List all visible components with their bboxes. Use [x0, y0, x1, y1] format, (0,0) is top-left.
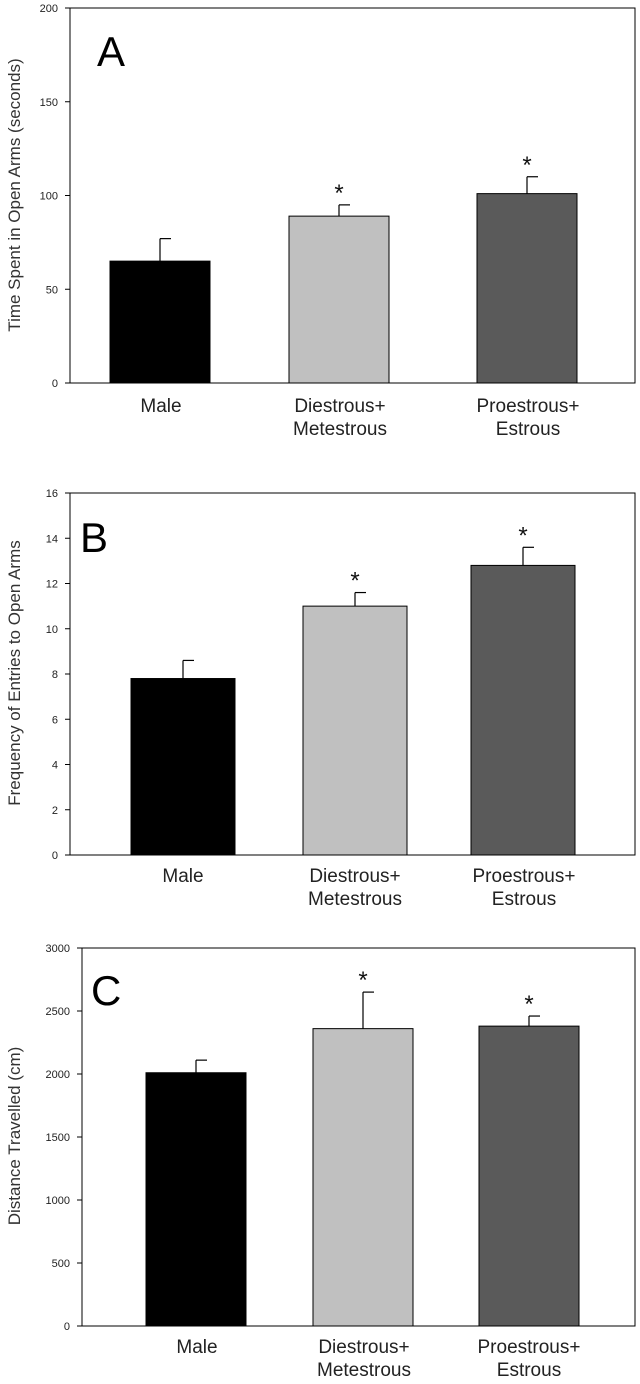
y-tick-label: 8	[52, 669, 58, 681]
panel-label: C	[91, 967, 121, 1014]
y-tick-label: 4	[52, 760, 58, 772]
significance-marker: *	[358, 967, 367, 994]
x-category-label: Metestrous	[293, 419, 387, 440]
y-tick-label: 2	[52, 805, 58, 817]
bar	[302, 605, 408, 856]
y-tick-label: 0	[64, 1321, 70, 1333]
bar	[109, 260, 211, 384]
chart-panel-c: 0 500 1000 1500 2000 2500 3000 Distance Travell…	[5, 943, 636, 1381]
y-axis-label: Distance Travelled (cm)	[5, 1047, 24, 1226]
x-category-label: Diestrous+	[309, 866, 400, 887]
y-tick-label: 2000	[46, 1069, 70, 1081]
bar	[478, 1025, 580, 1327]
x-category-label: Estrous	[496, 419, 560, 440]
x-category-label: Diestrous+	[294, 396, 385, 417]
y-tick-label: 6	[52, 714, 58, 726]
y-tick-label: 200	[40, 3, 58, 15]
bar	[288, 215, 390, 384]
y-tick-label: 1500	[46, 1132, 70, 1144]
y-tick-label: 0	[52, 378, 58, 390]
bar	[476, 193, 578, 384]
panel-label: A	[97, 28, 125, 75]
significance-marker: *	[524, 991, 533, 1018]
y-tick-label: 12	[46, 579, 58, 591]
bar	[470, 564, 576, 856]
y-tick-label: 1000	[46, 1195, 70, 1207]
bar	[312, 1028, 414, 1327]
y-tick-label: 3000	[46, 943, 70, 955]
y-tick-label: 14	[46, 533, 58, 545]
bar	[145, 1072, 247, 1327]
y-tick-label: 100	[40, 191, 58, 203]
y-tick-label: 16	[46, 488, 58, 500]
y-tick-label: 0	[52, 850, 58, 862]
x-category-label: Diestrous+	[318, 1337, 409, 1358]
x-category-label: Metestrous	[317, 1360, 411, 1381]
y-tick-label: 50	[46, 284, 58, 296]
significance-marker: *	[522, 152, 531, 179]
y-axis-label: Frequency of Entries to Open Arms	[5, 540, 24, 806]
x-category-label: Metestrous	[308, 889, 402, 910]
significance-marker: *	[334, 180, 343, 207]
chart-panel-a: 0 50 100 150 200 Time Spent in Open Arms (sec…	[5, 3, 636, 440]
x-category-label: Proestrous+	[473, 866, 576, 887]
x-category-label: Male	[162, 866, 203, 887]
x-category-label: Proestrous+	[477, 396, 580, 417]
y-tick-label: 10	[46, 624, 58, 636]
x-category-label: Proestrous+	[478, 1337, 581, 1358]
y-tick-label: 500	[52, 1258, 70, 1270]
significance-marker: *	[518, 522, 527, 549]
significance-marker: *	[350, 568, 359, 595]
bar	[130, 678, 236, 856]
chart-panel-b: 0 2 4 6 8 10 12 14 16 Frequency of Entries to Ope…	[5, 488, 636, 910]
y-tick-label: 2500	[46, 1006, 70, 1018]
x-category-label: Estrous	[492, 889, 556, 910]
panel-label: B	[80, 514, 108, 561]
y-tick-label: 150	[40, 97, 58, 109]
x-category-label: Male	[140, 396, 181, 417]
x-category-label: Male	[176, 1337, 217, 1358]
x-category-label: Estrous	[497, 1360, 561, 1381]
y-axis-label: Time Spent in Open Arms (seconds)	[5, 58, 24, 331]
